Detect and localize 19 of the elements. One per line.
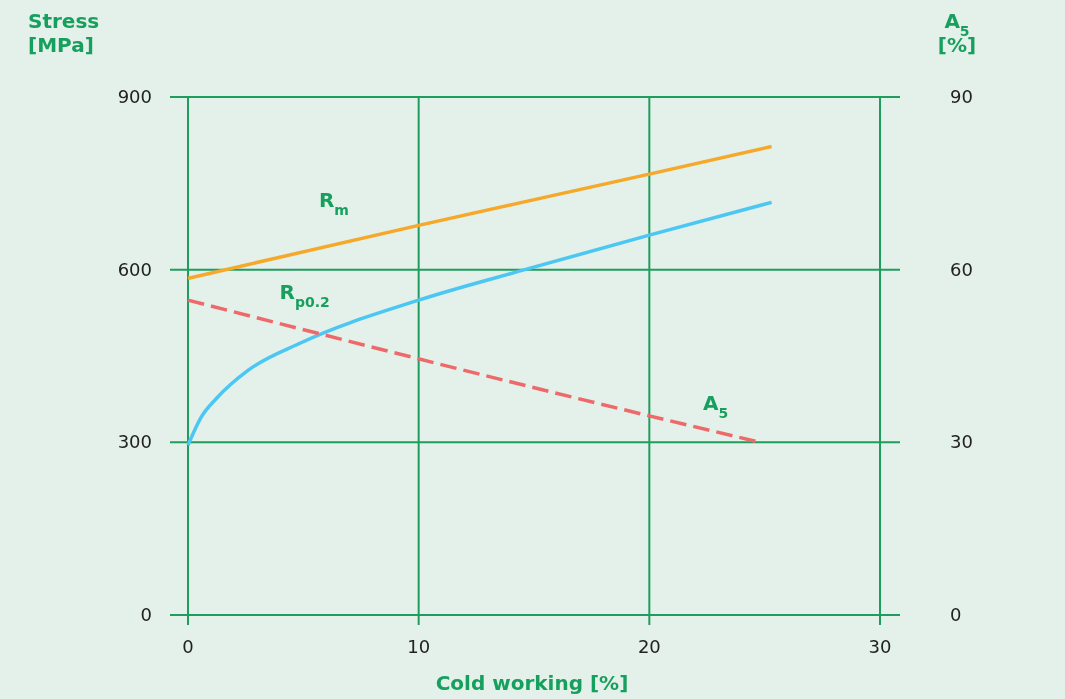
y2-axis-title: A$_{5}$ [%]: [937, 9, 977, 57]
y2-tick-label: 30: [950, 431, 973, 453]
y2-tick-label: 60: [950, 258, 973, 280]
x-axis-title: Cold working [%]: [435, 671, 629, 695]
series-label: A$_{5}$: [703, 390, 729, 421]
y-tick-label: 300: [117, 431, 152, 453]
series-label: R$_{p0.2}$: [279, 280, 330, 311]
line-series: [186, 144, 774, 281]
x-tick-label: 30: [868, 636, 892, 657]
y2-tick-label: 90: [950, 86, 973, 107]
y-tick-label: 600: [117, 258, 152, 280]
y-tick-label: 0: [140, 604, 152, 625]
x-tick-label: 10: [407, 636, 431, 657]
x-tick-label: 0: [182, 636, 194, 657]
y-tick-label: 900: [117, 86, 152, 107]
y2-tick-label: 0: [950, 604, 962, 625]
x-tick-label: 20: [637, 636, 661, 657]
y-axis-title: Stress [MPa]: [28, 9, 100, 57]
series-label: R$_{m}$: [318, 187, 349, 218]
